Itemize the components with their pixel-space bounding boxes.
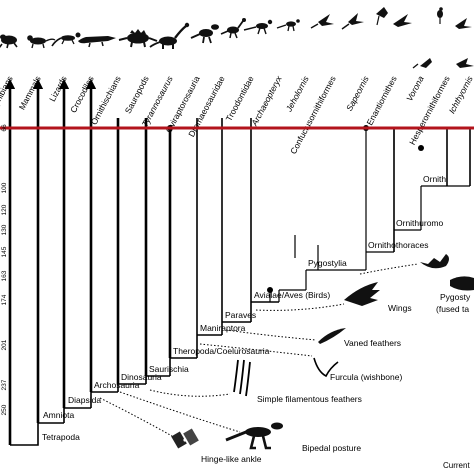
tail-icon xyxy=(450,276,474,291)
node-label-saurischia: Saurischia xyxy=(149,364,189,374)
node-label-dinosauria: Dinosauria xyxy=(121,372,162,382)
vorona-silhouette-icon xyxy=(455,18,472,29)
age-label: 145 xyxy=(1,246,8,257)
trait-label-bipedal: Bipedal posture xyxy=(302,443,361,453)
taxon-label: Sapeornis xyxy=(344,74,371,113)
trait-leader-bipedal xyxy=(119,391,241,433)
trait-leader-wings xyxy=(255,303,345,311)
trait-annotations: Hinge-like ankle Bipedal posture Simple … xyxy=(99,254,474,464)
trait-leader-vaned xyxy=(225,329,317,341)
sapeornis-silhouette-icon xyxy=(393,14,412,27)
node-label-avialae: Avialae/Aves (Birds) xyxy=(254,290,330,300)
ankle-icon xyxy=(171,428,199,449)
age-label: 130 xyxy=(1,224,8,235)
trait-label-wings: Wings xyxy=(388,303,412,313)
node-tetrapoda xyxy=(10,423,39,446)
oviraptorosaur-silhouette-icon xyxy=(220,18,246,39)
trait-leader-ankle xyxy=(99,397,173,437)
trait-label-hinge-ankle: Hinge-like ankle xyxy=(201,454,262,464)
mammal-silhouette-icon xyxy=(27,35,56,49)
age-label: 100 xyxy=(1,182,8,193)
age-label: 201 xyxy=(1,339,8,350)
node-label-ornithothoraces: Ornithothoraces xyxy=(368,240,428,250)
hesperornis-silhouette-icon xyxy=(412,58,432,69)
jeholornis-silhouette-icon xyxy=(341,13,364,30)
trait-label-filament-feathers: Simple filamentous feathers xyxy=(257,394,362,404)
node-label-theropoda: Theropoda/Coelurosauria xyxy=(173,346,270,356)
taxon-label: Lizards xyxy=(47,74,69,103)
node-labels: Tetrapoda Amniota Diapsida Archosauria D… xyxy=(42,174,446,442)
phylogenetic-tree xyxy=(4,78,471,446)
taxon-label: Troodontidae xyxy=(224,74,256,123)
trait-label-pygostyle: Pygosty xyxy=(440,292,471,302)
age-axis: 66 100 120 130 145 163 174 201 237 250 xyxy=(1,124,8,415)
trait-label-vaned-feathers: Vaned feathers xyxy=(344,338,401,348)
node-label-paraves: Paraves xyxy=(225,310,256,320)
node-label-ornithurae: Ornith xyxy=(423,174,446,184)
furcula-icon xyxy=(313,357,339,378)
taxon-label: Vorona xyxy=(404,74,426,103)
node-label-maniraptora: Maniraptora xyxy=(200,323,246,333)
age-label: 237 xyxy=(1,379,8,390)
corner-label-current: Current xyxy=(443,461,470,470)
ichthyornis-silhouette-icon xyxy=(456,58,474,68)
taxon-label: Enantiornithes xyxy=(364,74,398,127)
node-label-amniota: Amniota xyxy=(43,410,74,420)
wing-icon xyxy=(344,282,380,306)
node-label-tetrapoda: Tetrapoda xyxy=(42,432,80,442)
confuciusornis-silhouette-icon xyxy=(376,7,388,26)
taxon-labels: Amphibians Mammals Lizards CrocodilesOrnith… xyxy=(0,74,474,156)
age-label: 120 xyxy=(1,204,8,215)
trait-leader-filament xyxy=(149,389,231,397)
filament-feathers-icon xyxy=(233,359,251,397)
troodontid-silhouette-icon xyxy=(276,19,300,32)
terminal-dot-vorona xyxy=(418,145,424,151)
tyrannosaurus-silhouette-icon xyxy=(190,24,219,44)
node-label-archosauria: Archosauria xyxy=(94,380,140,390)
trait-label-furcula: Furcula (wishbone) xyxy=(330,372,402,382)
amphibian-silhouette-icon xyxy=(0,34,18,49)
silhouette-row xyxy=(0,7,474,69)
archaeopteryx-silhouette-icon xyxy=(310,14,334,29)
age-label: 66 xyxy=(1,124,8,132)
taxon-label: Jeholornis xyxy=(283,74,311,114)
trait-label-fused-tail: (fused ta xyxy=(436,304,469,314)
node-label-diapsida: Diapsida xyxy=(68,395,101,405)
ornithischian-silhouette-icon xyxy=(118,29,158,48)
sauropod-silhouette-icon xyxy=(149,22,190,49)
crocodile-silhouette-icon xyxy=(78,36,116,48)
dromaeosaur-silhouette-icon xyxy=(243,19,273,35)
bipedal-dinosaur-icon xyxy=(225,422,283,450)
terminal-dot-paraves xyxy=(267,287,273,293)
lizard-silhouette-icon xyxy=(51,32,81,47)
node-label-pygostylia: Pygostylia xyxy=(308,258,347,268)
age-label: 163 xyxy=(1,270,8,281)
vaned-feather-icon xyxy=(318,328,346,344)
age-label: 250 xyxy=(1,404,8,415)
node-label-ornithuromorpha: Ornithuromo xyxy=(396,218,444,228)
pygostyle-icon xyxy=(420,254,449,269)
trait-leader-pygostyle xyxy=(359,263,419,275)
enantiornithine-silhouette-icon xyxy=(437,7,443,24)
age-label: 174 xyxy=(1,294,8,305)
taxon-label: Amphibians xyxy=(0,74,15,118)
